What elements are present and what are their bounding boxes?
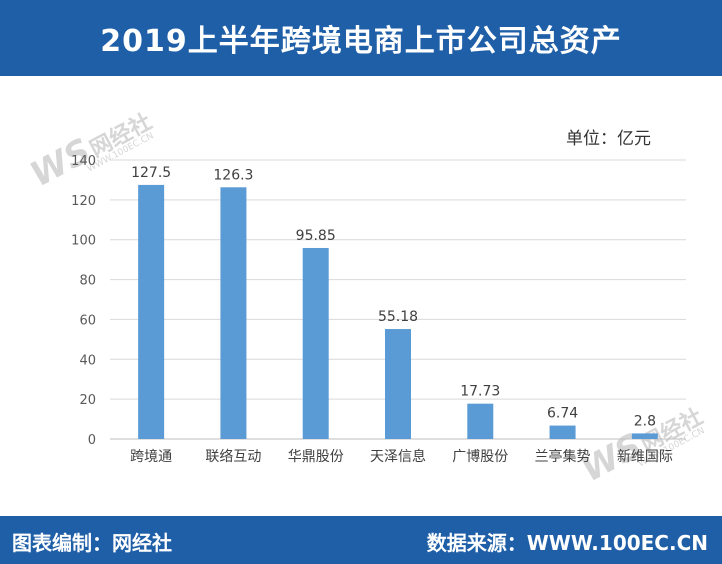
y-tick-label: 40	[79, 353, 96, 368]
footer-compiler: 图表编制：网经社	[12, 531, 172, 555]
x-tick-label: 天泽信息	[370, 448, 426, 465]
bar	[385, 329, 411, 439]
bar	[549, 425, 576, 439]
y-tick-label: 60	[79, 313, 96, 328]
y-tick-label: 80	[79, 274, 96, 289]
title-banner: 2019上半年跨境电商上市公司总资产	[0, 0, 722, 76]
bar-chart: 0 20 40 60 80 100 120 140 127.5 跨境通 126.3 联络互动 95.85…	[71, 154, 686, 465]
data-label: 55.18	[378, 309, 418, 325]
y-tick-label: 100	[71, 234, 96, 249]
x-tick-label: 兰亭集势	[535, 448, 591, 465]
x-tick-label: 广博股份	[452, 448, 508, 465]
y-tick-label: 140	[71, 154, 96, 169]
y-tick-label: 120	[71, 194, 96, 209]
footer-source: 数据来源：WWW.100EC.CN	[426, 531, 708, 555]
x-tick-label: 华鼎股份	[288, 449, 344, 465]
unit-label: 单位：亿元	[566, 129, 651, 149]
y-tick-label: 0	[88, 433, 96, 448]
data-label: 95.85	[296, 228, 336, 244]
bar	[220, 187, 247, 439]
data-label: 17.73	[460, 384, 500, 400]
chart-title: 2019上半年跨境电商上市公司总资产	[100, 24, 622, 59]
data-label: 2.8	[634, 413, 656, 429]
bar	[138, 184, 165, 439]
x-tick-label: 新维国际	[617, 449, 673, 465]
bar	[631, 433, 658, 439]
bar	[467, 403, 494, 439]
data-label: 6.74	[547, 406, 578, 422]
x-tick-label: 跨境通	[130, 449, 172, 465]
bar	[302, 247, 329, 439]
data-label: 126.3	[213, 167, 253, 183]
data-label: 127.5	[131, 165, 171, 181]
footer-bar: 图表编制：网经社 数据来源：WWW.100EC.CN	[0, 516, 722, 564]
y-tick-label: 20	[79, 393, 96, 408]
x-tick-label: 联络互动	[205, 449, 261, 465]
